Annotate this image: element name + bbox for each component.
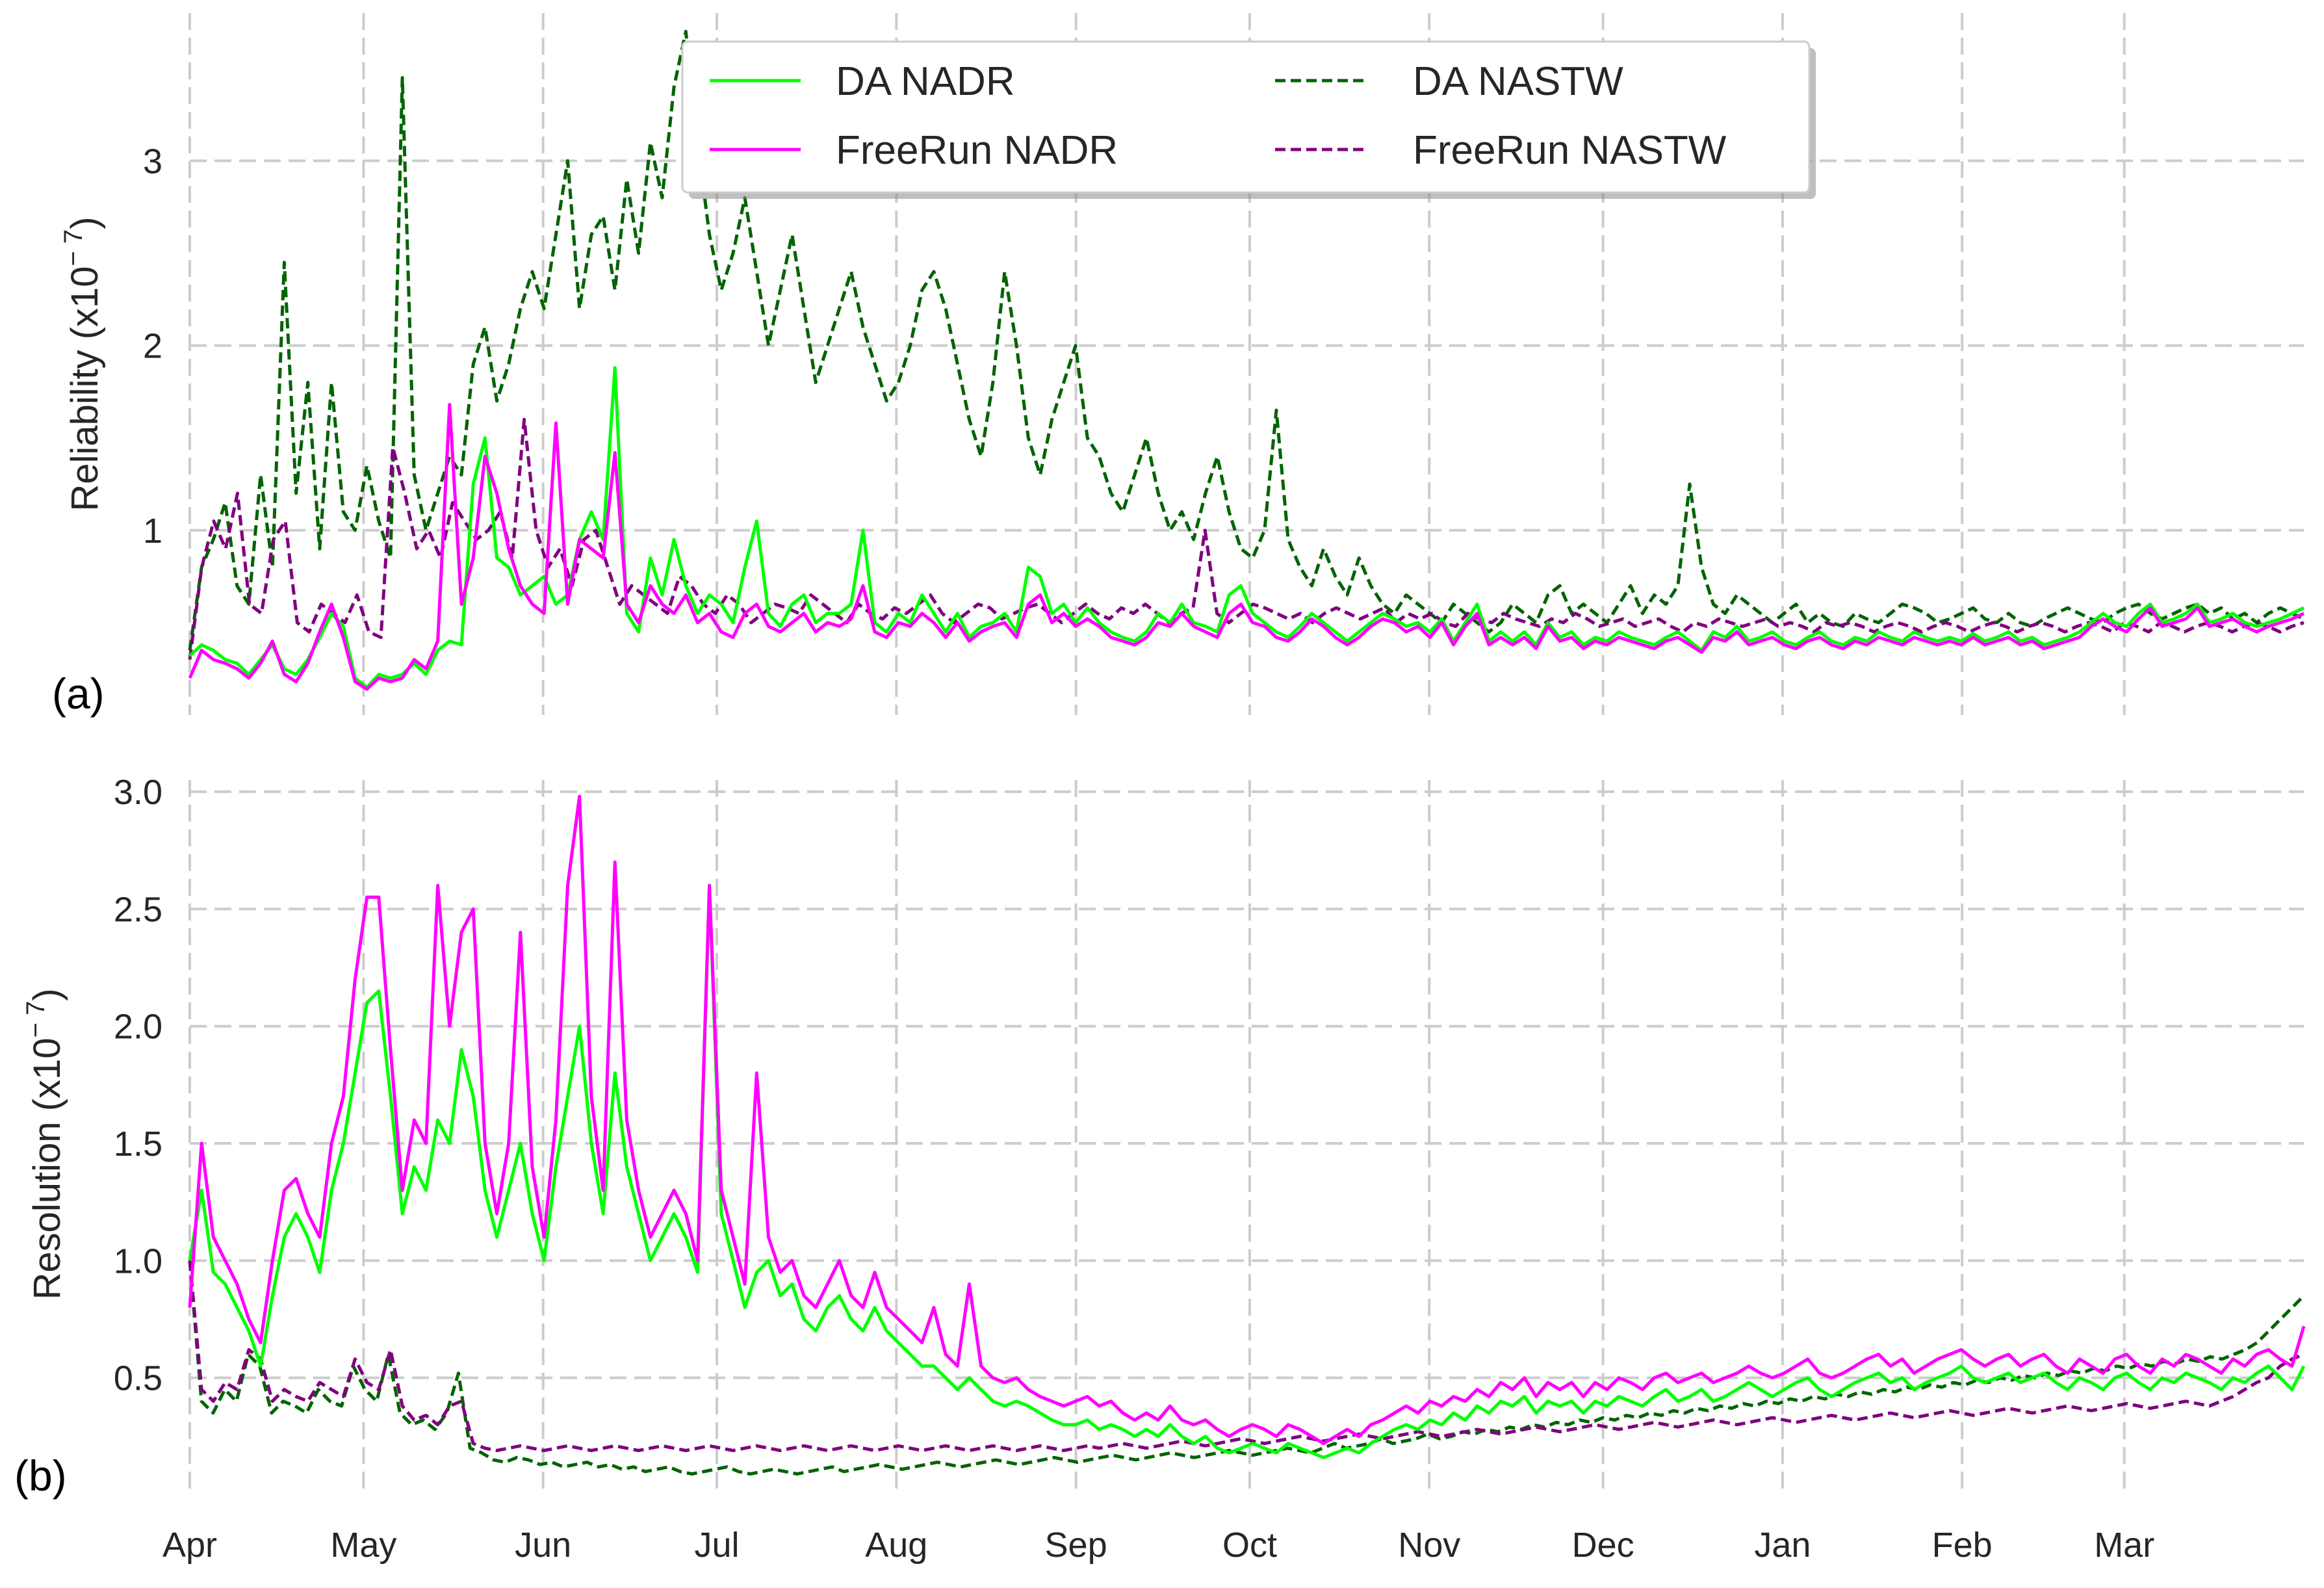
panel-b-ytick-label: 3.0 — [114, 773, 162, 812]
panel-b-series-freerun-nastw — [188, 1260, 2305, 1452]
x-tick-label-jan: Jan — [1754, 1526, 1811, 1565]
x-tick-label-oct: Oct — [1222, 1526, 1277, 1565]
panel-a-y-axis-label: Reliability (x10− 7) — [59, 216, 106, 511]
panel-a-label: (a) — [52, 670, 105, 718]
panel-b-ytick-label: 0.5 — [114, 1359, 162, 1398]
panel-a-series-da-nadr — [188, 366, 2305, 689]
panel-b-series-da-nastw — [188, 1260, 2305, 1476]
panel-a-ylabel-exponent: − 7 — [59, 229, 88, 267]
panel-b-series-da-nadr — [188, 883, 2306, 1459]
x-tick-label-feb: Feb — [1932, 1526, 1993, 1565]
legend-label-da-nadr: DA NADR — [836, 59, 1015, 104]
panel-b-ytick-labels: 0.5 1.0 1.5 2.0 2.5 3.0 — [114, 773, 162, 1398]
panel-b-ylabel-close: ) — [26, 988, 68, 1000]
panel-a-reliability: 1 2 3 Reliability (x10− 7) (a) — [52, 13, 2305, 718]
panel-b-ylabel-base: Resolution (x10 — [26, 1038, 68, 1300]
panel-a-series-da-nastw — [188, 29, 2305, 651]
x-tick-label-jun: Jun — [515, 1526, 571, 1565]
panel-a-ytick-label: 2 — [143, 327, 162, 366]
x-tick-label-may: May — [330, 1526, 396, 1565]
x-tick-label-mar: Mar — [2094, 1526, 2154, 1565]
panel-b-ytick-label: 1.5 — [114, 1125, 162, 1164]
panel-b-gridlines — [188, 780, 2304, 1495]
legend-label-freerun-nadr: FreeRun NADR — [836, 128, 1118, 173]
legend: DA NADR FreeRun NADR DA NASTW FreeRun NA… — [681, 40, 1816, 199]
panel-b-ytick-label: 2.5 — [114, 890, 162, 929]
legend-label-freerun-nastw: FreeRun NASTW — [1413, 128, 1727, 173]
legend-label-da-nastw: DA NASTW — [1413, 59, 1623, 104]
panel-a-series-freerun-nastw — [188, 417, 2305, 660]
panel-a-ylabel-close: ) — [64, 216, 106, 229]
panel-a-gridlines — [188, 13, 2304, 715]
x-axis-month-labels: Apr May Jun Jul Aug Sep Oct Nov Dec Jan Feb Mar — [162, 1526, 2154, 1565]
x-tick-label-dec: Dec — [1572, 1526, 1634, 1565]
panel-b-series-freerun-nadr — [188, 794, 2306, 1446]
panel-a-ylabel-base: Reliability (x10 — [64, 266, 106, 511]
panel-b-resolution: 0.5 1.0 1.5 2.0 2.5 3.0 Apr May Jun Jul Aug Sep Oct… — [14, 773, 2306, 1565]
panel-a-ytick-label: 3 — [143, 142, 162, 181]
panel-b-ytick-label: 1.0 — [114, 1242, 162, 1281]
x-tick-label-jul: Jul — [695, 1526, 740, 1565]
panel-a-series-freerun-nadr — [188, 403, 2305, 691]
panel-a-ytick-label: 1 — [143, 512, 162, 551]
x-tick-label-apr: Apr — [162, 1526, 217, 1565]
panel-b-series — [188, 794, 2306, 1476]
panel-a-series — [188, 29, 2305, 691]
legend-frame — [681, 40, 1811, 194]
x-tick-label-sep: Sep — [1045, 1526, 1107, 1565]
panel-b-label: (b) — [14, 1451, 67, 1500]
x-tick-label-nov: Nov — [1398, 1526, 1460, 1565]
panel-b-ytick-label: 2.0 — [114, 1008, 162, 1047]
x-tick-label-aug: Aug — [865, 1526, 927, 1565]
panel-b-ylabel-exponent: − 7 — [21, 1001, 50, 1038]
panel-b-y-axis-label: Resolution (x10− 7) — [21, 988, 68, 1299]
panel-a-ytick-labels: 1 2 3 — [143, 142, 162, 550]
